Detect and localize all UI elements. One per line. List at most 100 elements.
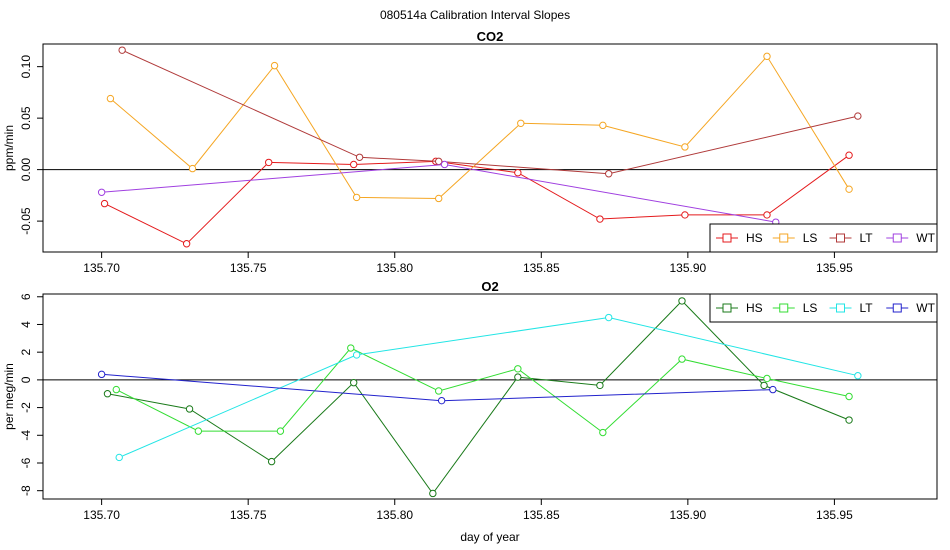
o2-panel-title: O2 [481, 279, 498, 294]
co2-series-hs-point [845, 151, 853, 159]
co2-y-tick-label: -0.05 [19, 207, 33, 235]
co2-series-lt-point [355, 153, 364, 161]
co2-series-hs-point [182, 240, 191, 248]
o2-legend-swatch-marker [722, 303, 732, 313]
co2-series-hs-point [763, 211, 771, 219]
o2-series-lt-point [352, 351, 361, 359]
o2-series-ls-point [435, 387, 443, 395]
o2-series-wt-point [97, 370, 106, 379]
o2-series-ls-point [678, 355, 686, 363]
o2-panel: O2 135.70 135.75 135.80 135.85 135.90 135.95 -8… [2, 279, 938, 544]
o2-series-hs-point [596, 381, 604, 390]
o2-y-tick-label: -4 [19, 430, 33, 441]
co2-legend-swatch-marker [836, 233, 845, 243]
o2-series-hs-point [760, 381, 768, 390]
o2-x-tick-label: 135.70 [83, 508, 120, 522]
co2-panel-title: CO2 [477, 29, 504, 44]
o2-y-tick-label: -6 [19, 457, 33, 468]
o2-y-tick-label: 6 [19, 293, 33, 300]
co2-series-hs-point [350, 160, 358, 169]
o2-series-wt-line [101, 373, 773, 402]
co2-series-hs-point [264, 158, 273, 167]
o2-series-hs-point [103, 390, 112, 398]
o2-series-hs-point [185, 405, 194, 413]
co2-panel: CO2 135.70 135.75 135.80 135.85 135.90 135.95 -… [2, 29, 938, 275]
co2-series-ls-point [352, 193, 361, 202]
o2-legend-swatch-marker [779, 303, 789, 313]
co2-series-ls-point [681, 143, 689, 151]
o2-y-tick-label: 4 [19, 321, 33, 328]
o2-x-tick-label: 135.85 [523, 508, 560, 522]
o2-y-tick-label: -2 [19, 402, 33, 413]
co2-legend-label: LS [803, 231, 818, 245]
o2-series-ls-point [112, 385, 120, 394]
o2-x-tick-label: 135.80 [376, 508, 413, 522]
co2-series-wt-point [440, 160, 449, 169]
o2-series-hs-point [350, 378, 358, 387]
co2-legend-swatch-marker [892, 233, 902, 243]
o2-series-hs-point [845, 416, 853, 424]
o2-series-wt-point [437, 396, 446, 405]
co2-series-hs-point [100, 199, 109, 208]
co2-series-hs-line [104, 154, 850, 245]
o2-series-ls-point [514, 365, 522, 373]
o2-y-axis-title: per meg/min [2, 363, 16, 430]
o2-series-ls-point [845, 392, 853, 401]
o2-series-lt-point [854, 372, 862, 380]
o2-series-lt-point [115, 453, 123, 462]
co2-y-axis-title: ppm/min [2, 125, 16, 171]
o2-series-hs-point [429, 489, 437, 498]
o2-legend-label: LS [803, 301, 818, 315]
o2-series-wt-point [769, 385, 777, 394]
o2-x-tick-label: 135.95 [816, 508, 853, 522]
co2-legend-swatch-marker [722, 233, 732, 243]
o2-y-tick-label: -8 [19, 485, 33, 496]
co2-series-lt-point [854, 112, 862, 120]
o2-legend: HS LS LT WT [709, 293, 938, 323]
co2-series-wt-point [97, 188, 106, 196]
o2-x-axis-title: day of year [460, 530, 519, 544]
co2-legend-label: LT [860, 231, 874, 245]
o2-series-hs-point [678, 297, 686, 305]
co2-series-ls-line [110, 55, 850, 200]
co2-series-hs-point [514, 169, 522, 177]
o2-series-hs-point [514, 373, 522, 381]
o2-series-ls-point [599, 428, 607, 437]
co2-x-tick-label: 135.80 [376, 261, 413, 275]
co2-series-lt-point [118, 46, 126, 54]
o2-legend-swatch-marker [892, 303, 902, 313]
co2-x-tick-label: 135.70 [83, 261, 120, 275]
co2-series-lt-line [121, 49, 859, 175]
o2-series-lt-line [119, 316, 859, 458]
co2-plot-frame [42, 43, 938, 253]
o2-series-lt-point [605, 313, 613, 322]
co2-x-tick-label: 135.90 [670, 261, 707, 275]
co2-series-wt-line [101, 163, 776, 223]
o2-series-ls-point [763, 374, 771, 383]
o2-series-ls-point [347, 344, 355, 352]
o2-series-ls-line [116, 347, 850, 434]
co2-legend: HS LS LT WT [709, 223, 938, 253]
figure-title: 080514a Calibration Interval Slopes [380, 8, 570, 22]
co2-series-ls-point [763, 52, 771, 61]
o2-x-tick-label: 135.90 [670, 508, 707, 522]
co2-series-ls-point [106, 94, 115, 103]
co2-series-lt-point [605, 170, 613, 178]
co2-series-hs-point [681, 211, 689, 219]
o2-plot-frame [42, 293, 938, 500]
o2-legend-swatch-marker [836, 303, 845, 313]
o2-series-hs-line [107, 300, 850, 495]
co2-x-tick-label: 135.85 [523, 261, 560, 275]
o2-legend-label: WT [916, 301, 935, 315]
o2-y-tick-label: 2 [19, 349, 33, 356]
co2-legend-swatch-marker [779, 233, 789, 243]
co2-legend-label: WT [916, 231, 935, 245]
co2-series-ls-point [845, 185, 853, 193]
o2-series-ls-point [276, 427, 285, 435]
co2-series-ls-point [435, 194, 443, 203]
o2-series-ls-point [194, 427, 203, 435]
co2-series-ls-point [599, 121, 607, 130]
o2-legend-label: LT [860, 301, 874, 315]
o2-series-hs-point [267, 457, 276, 466]
